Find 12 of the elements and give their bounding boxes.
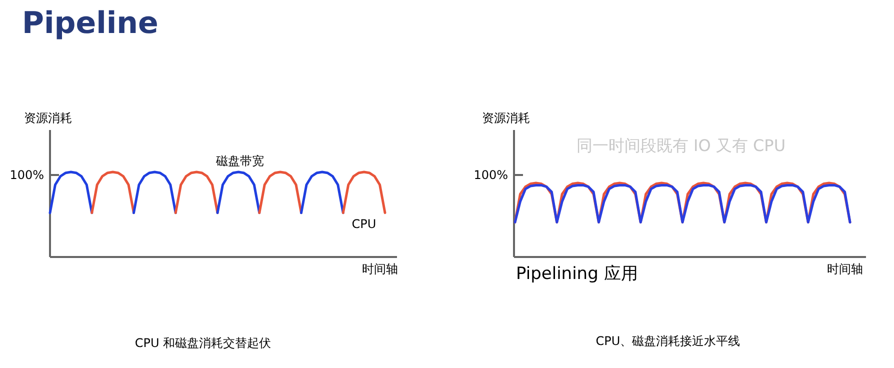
text: 磁盘带宽 [215, 154, 264, 168]
text: 100% [10, 168, 44, 182]
chart-title: Pipeline [22, 6, 158, 41]
y-axis-title: 资源消耗 [482, 111, 530, 125]
text: 100% [474, 168, 508, 182]
y-axis-title: 资源消耗 [24, 111, 72, 125]
x-axis-title: 时间轴 [827, 262, 863, 276]
text: Pipelining 应用 [516, 264, 638, 284]
x-axis-title: 时间轴 [362, 262, 398, 276]
annotation: CPU [352, 217, 376, 231]
text: CPU 和磁盘消耗交替起伏 [134, 336, 272, 350]
text: CPU、磁盘消耗接近水平线 [596, 334, 740, 348]
